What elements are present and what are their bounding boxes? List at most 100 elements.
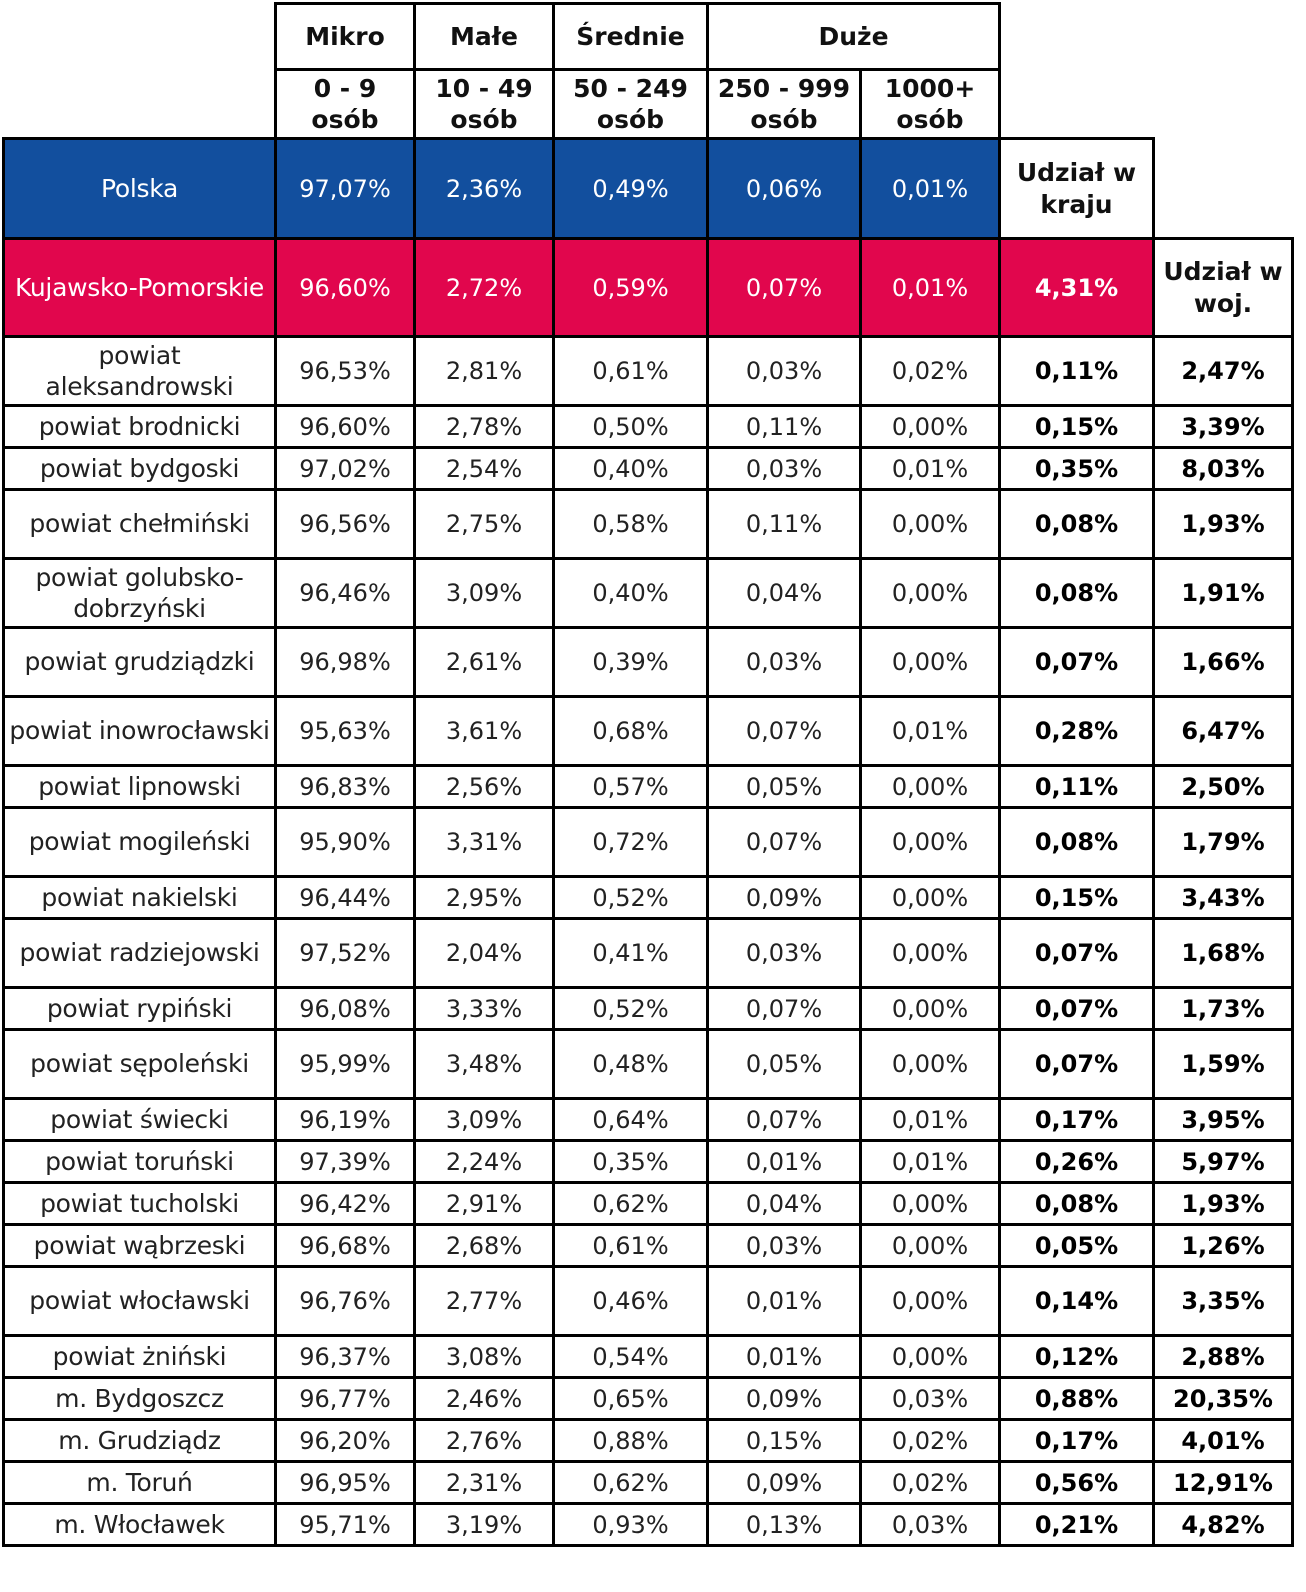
table-cell: 2,77% [413, 1265, 555, 1337]
table-cell: 2,78% [413, 404, 555, 449]
table-cell: 2,54% [413, 446, 555, 491]
table-cell: Polska [2, 137, 277, 240]
table-cell: 0,01% [859, 1139, 1001, 1184]
table-cell: 0,03% [859, 1502, 1001, 1547]
table-cell: 0,00% [859, 764, 1001, 809]
table-cell: 3,19% [413, 1502, 555, 1547]
table-cell: powiat żniński [2, 1334, 277, 1379]
table-cell: 0,07% [706, 237, 862, 338]
table-cell: 0,08% [998, 806, 1155, 878]
table-cell: 0,03% [706, 626, 862, 698]
table-cell: 0,09% [706, 1460, 862, 1505]
table-cell: 0,00% [859, 488, 1001, 560]
table-cell: 3,09% [413, 1097, 555, 1142]
table-cell: Duże [706, 2, 1001, 71]
table-cell: 0,01% [706, 1139, 862, 1184]
table-cell: 0,05% [706, 764, 862, 809]
table-cell: 1,26% [1152, 1223, 1294, 1268]
table-cell: 6,47% [1152, 695, 1294, 767]
table-row: powiat świecki 96,19% 3,09% 0,64% 0,07% 0,01%… [2, 1097, 1294, 1142]
table-row: powiat aleksandrowski 96,53% 2,81% 0,61% 0,0… [2, 335, 1294, 407]
table-cell: powiat grudziądzki [2, 626, 277, 698]
table-cell: m. Włocławek [2, 1502, 277, 1547]
table-cell: 0,00% [859, 875, 1001, 920]
table-cell: 1,79% [1152, 806, 1294, 878]
empty-cell [4, 70, 276, 139]
table-cell: 1,68% [1152, 917, 1294, 989]
table-cell: 0,04% [706, 557, 862, 629]
table-cell: Kujawsko-Pomorskie [2, 237, 277, 338]
table-cell: 0,09% [706, 875, 862, 920]
table-cell: 2,81% [413, 335, 555, 407]
table-cell: 3,48% [413, 1028, 555, 1100]
table-cell: 96,76% [274, 1265, 416, 1337]
table-cell: 1,66% [1152, 626, 1294, 698]
table-cell: 1,73% [1152, 986, 1294, 1031]
table-cell: 0,26% [998, 1139, 1155, 1184]
table-cell: 3,31% [413, 806, 555, 878]
table-cell: 0 - 9 osób [274, 68, 416, 140]
empty-cell [1000, 70, 1154, 139]
size-structure-table: Mikro Małe Średnie Duże 0 - 9 osób 10 - 49 os… [2, 2, 1294, 1547]
table-row: m. Toruń 96,95% 2,31% 0,62% 0,09% 0,02% 0,56% 1… [2, 1460, 1294, 1505]
table-cell: 2,91% [413, 1181, 555, 1226]
table-cell: 0,12% [998, 1334, 1155, 1379]
table-cell: 0,17% [998, 1418, 1155, 1463]
table-cell: 3,95% [1152, 1097, 1294, 1142]
table-row: powiat sępoleński 95,99% 3,48% 0,48% 0,05% 0,… [2, 1028, 1294, 1100]
table-cell: 0,56% [998, 1460, 1155, 1505]
table-row: powiat golubsko-dobrzyński 96,46% 3,09% 0,4… [2, 557, 1294, 629]
table-cell: 0,15% [998, 875, 1155, 920]
table-cell: 2,24% [413, 1139, 555, 1184]
table-cell: 2,46% [413, 1376, 555, 1421]
table-row: powiat nakielski 96,44% 2,95% 0,52% 0,09% 0,0… [2, 875, 1294, 920]
table-cell: 0,15% [998, 404, 1155, 449]
empty-cell [1154, 139, 1293, 239]
table-cell: 96,83% [274, 764, 416, 809]
table-cell: 0,39% [552, 626, 709, 698]
table-cell: 0,04% [706, 1181, 862, 1226]
table-cell: 0,49% [552, 137, 709, 240]
table-cell: 0,01% [859, 695, 1001, 767]
table-cell: powiat rypiński [2, 986, 277, 1031]
table-cell: 0,59% [552, 237, 709, 338]
table-row: powiat chełmiński 96,56% 2,75% 0,58% 0,11% 0,… [2, 488, 1294, 560]
table-row: powiat brodnicki 96,60% 2,78% 0,50% 0,11% 0,0… [2, 404, 1294, 449]
table-cell: 0,08% [998, 557, 1155, 629]
table-cell: 96,42% [274, 1181, 416, 1226]
table-cell: 0,40% [552, 446, 709, 491]
table-cell: 0,07% [706, 806, 862, 878]
table-cell: 2,56% [413, 764, 555, 809]
table-cell: 0,54% [552, 1334, 709, 1379]
table-cell: 0,11% [706, 404, 862, 449]
table-cell: 97,02% [274, 446, 416, 491]
table-cell: 0,05% [706, 1028, 862, 1100]
table-cell: Udział w woj. [1152, 237, 1294, 338]
table-cell: 0,48% [552, 1028, 709, 1100]
table-cell: 0,07% [998, 986, 1155, 1031]
table-cell: 96,68% [274, 1223, 416, 1268]
table-cell: 0,57% [552, 764, 709, 809]
table-cell: 3,09% [413, 557, 555, 629]
table-cell: 0,58% [552, 488, 709, 560]
table-cell: 0,28% [998, 695, 1155, 767]
table-cell: 1,91% [1152, 557, 1294, 629]
table-cell: powiat inowrocławski [2, 695, 277, 767]
table-cell: 95,63% [274, 695, 416, 767]
table-cell: 3,39% [1152, 404, 1294, 449]
table-row: powiat rypiński 96,08% 3,33% 0,52% 0,07% 0,00… [2, 986, 1294, 1031]
table-cell: 1000+ osób [859, 68, 1001, 140]
table-cell: 0,00% [859, 917, 1001, 989]
table-cell: 97,07% [274, 137, 416, 240]
table-row: powiat włocławski 96,76% 2,77% 0,46% 0,01% 0,… [2, 1265, 1294, 1337]
table-cell: 2,88% [1152, 1334, 1294, 1379]
table-row: powiat radziejowski 97,52% 2,04% 0,41% 0,03%… [2, 917, 1294, 989]
table-cell: 96,08% [274, 986, 416, 1031]
table-cell: 2,61% [413, 626, 555, 698]
table-cell: 0,35% [552, 1139, 709, 1184]
table-cell: 96,98% [274, 626, 416, 698]
table-cell: 0,65% [552, 1376, 709, 1421]
table-cell: 1,93% [1152, 488, 1294, 560]
table-cell: 3,33% [413, 986, 555, 1031]
